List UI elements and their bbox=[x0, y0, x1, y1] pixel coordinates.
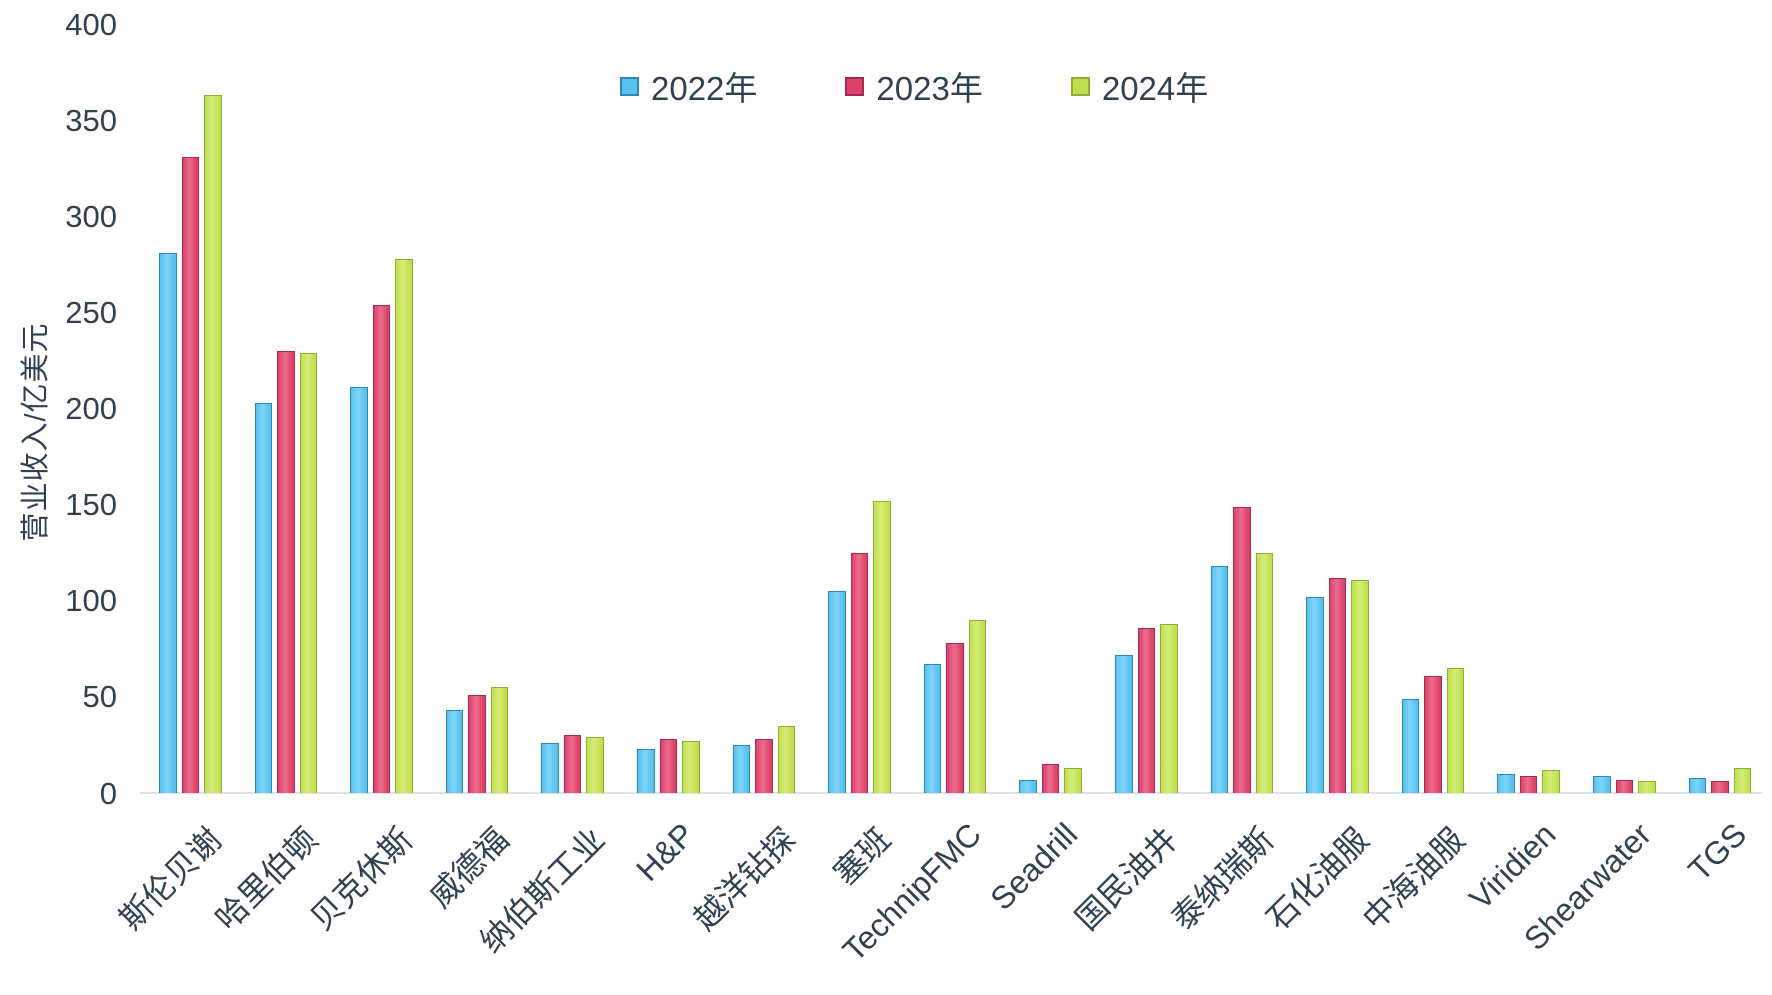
y-tick-label: 150 bbox=[65, 487, 117, 523]
bar-2022年-斯伦贝谢 bbox=[159, 252, 177, 793]
bar-2023年-哈里伯顿 bbox=[277, 350, 295, 793]
y-tick-label: 50 bbox=[82, 679, 117, 715]
bar-2024年-Seadrill bbox=[1064, 768, 1082, 793]
bar-2024年-纳伯斯工业 bbox=[586, 737, 604, 793]
x-axis-label-哈里伯顿: 哈里伯顿 bbox=[208, 820, 325, 937]
y-tick-label: 400 bbox=[65, 6, 117, 42]
bar-2024年-中海油服 bbox=[1446, 668, 1465, 793]
y-tick-label: 250 bbox=[65, 294, 117, 330]
bar-2024年-塞班 bbox=[873, 500, 891, 793]
bar-2023年-威德福 bbox=[468, 694, 486, 793]
legend-label-2024: 2024年 bbox=[1101, 70, 1209, 107]
legend-swatch-2023-icon bbox=[845, 76, 865, 96]
bar-2022年-中海油服 bbox=[1401, 698, 1420, 793]
y-tick-label: 0 bbox=[99, 775, 117, 811]
bar-2022年-Viridien bbox=[1497, 773, 1515, 793]
legend-item-2024: 2024年 bbox=[1070, 62, 1209, 110]
x-axis-label-TGS: TGS bbox=[1681, 816, 1754, 888]
bar-2024年-Viridien bbox=[1542, 769, 1560, 793]
legend-swatch-2024-icon bbox=[1070, 76, 1090, 96]
bar-2022年-Seadrill bbox=[1019, 779, 1037, 793]
x-axis-label-中海油服: 中海油服 bbox=[1355, 820, 1472, 937]
bar-2024年-威德福 bbox=[490, 687, 509, 793]
y-tick-label: 200 bbox=[65, 391, 117, 426]
bar-2024年-TechnipFMC bbox=[968, 619, 987, 793]
x-axis-label-塞班: 塞班 bbox=[827, 820, 898, 892]
bar-2022年-哈里伯顿 bbox=[254, 402, 273, 793]
bar-2023年-H&P bbox=[659, 739, 677, 793]
bar-2023年-纳伯斯工业 bbox=[563, 735, 582, 793]
bar-2023年-国民油井 bbox=[1137, 627, 1155, 793]
bar-2022年-石化油服 bbox=[1306, 596, 1324, 793]
bar-2024年-越洋钻探 bbox=[777, 725, 796, 793]
y-axis-title: 营业收入/亿美元 bbox=[20, 322, 52, 542]
bar-2023年-Viridien bbox=[1519, 775, 1538, 793]
y-tick-label: 100 bbox=[65, 583, 117, 619]
legend-swatch-2022-icon bbox=[620, 76, 639, 96]
bar-2023年-Seadrill bbox=[1041, 764, 1060, 793]
x-axis-label-泰纳瑞斯: 泰纳瑞斯 bbox=[1164, 820, 1281, 937]
legend-label-2022: 2022年 bbox=[651, 70, 758, 107]
bar-2024年-国民油井 bbox=[1160, 623, 1178, 793]
bar-2022年-国民油井 bbox=[1115, 654, 1133, 793]
bar-2022年-Shearwater bbox=[1593, 775, 1611, 793]
bar-2022年-纳伯斯工业 bbox=[541, 743, 559, 793]
bar-2023年-泰纳瑞斯 bbox=[1233, 506, 1251, 793]
bar-2023年-Shearwater bbox=[1615, 779, 1633, 793]
legend-label-2023: 2023年 bbox=[876, 70, 983, 107]
bar-2023年-越洋钻探 bbox=[755, 739, 773, 793]
x-axis-label-越洋钻探: 越洋钻探 bbox=[686, 820, 803, 937]
bar-2024年-贝克休斯 bbox=[395, 258, 413, 793]
bar-2022年-泰纳瑞斯 bbox=[1210, 566, 1229, 793]
bar-2024年-哈里伯顿 bbox=[299, 352, 318, 793]
bar-2023年-斯伦贝谢 bbox=[181, 156, 199, 793]
bar-2024年-TGS bbox=[1733, 768, 1752, 793]
x-axis-label-H&P: H&P bbox=[629, 816, 702, 888]
bar-2024年-Shearwater bbox=[1638, 781, 1656, 793]
bar-2022年-塞班 bbox=[828, 591, 846, 793]
chart-legend: 2022年 2023年 2024年 bbox=[620, 62, 1208, 110]
x-axis-line bbox=[140, 792, 1762, 794]
bar-2023年-中海油服 bbox=[1424, 675, 1442, 793]
bar-2023年-塞班 bbox=[850, 552, 869, 793]
legend-item-2022: 2022年 bbox=[620, 62, 757, 110]
bar-2024年-石化油服 bbox=[1351, 579, 1369, 793]
bar-2024年-泰纳瑞斯 bbox=[1255, 552, 1274, 793]
bar-2022年-H&P bbox=[637, 748, 655, 793]
bar-2022年-TGS bbox=[1688, 777, 1707, 793]
bar-2022年-越洋钻探 bbox=[732, 744, 751, 793]
bar-2023年-石化油服 bbox=[1328, 577, 1347, 793]
bar-2024年-斯伦贝谢 bbox=[204, 95, 222, 793]
x-axis-label-斯伦贝谢: 斯伦贝谢 bbox=[112, 820, 229, 937]
x-axis-label-国民油井: 国民油井 bbox=[1068, 820, 1185, 937]
bar-2024年-H&P bbox=[682, 741, 700, 793]
x-axis-label-贝克休斯: 贝克休斯 bbox=[303, 820, 420, 937]
bar-2023年-TGS bbox=[1711, 781, 1729, 793]
legend-item-2023: 2023年 bbox=[845, 62, 983, 110]
bar-2022年-贝克休斯 bbox=[350, 387, 368, 793]
y-tick-label: 300 bbox=[65, 198, 117, 234]
bar-2023年-贝克休斯 bbox=[372, 304, 391, 793]
y-tick-label: 350 bbox=[65, 102, 117, 138]
x-axis-label-石化油服: 石化油服 bbox=[1259, 820, 1376, 937]
bar-2023年-TechnipFMC bbox=[946, 643, 964, 793]
bar-2022年-TechnipFMC bbox=[923, 664, 942, 793]
bar-2022年-威德福 bbox=[445, 710, 464, 793]
